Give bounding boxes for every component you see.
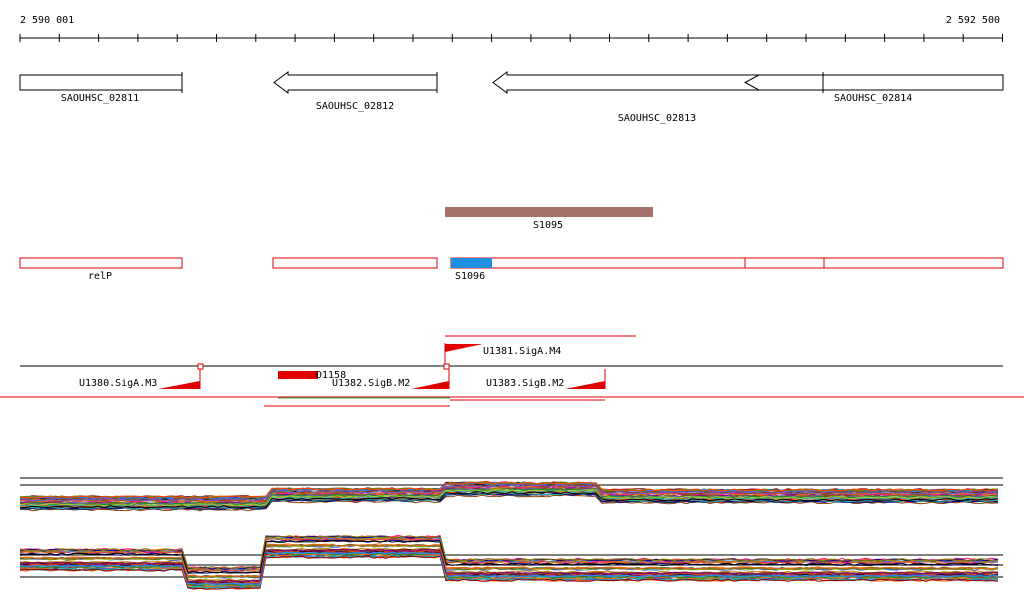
gene-track: SAOUHSC_02811 SAOUHSC_02812 SAOUHSC_0281…: [19, 71, 1004, 124]
expression-profile-line: [19, 484, 999, 502]
expression-profile-line: [19, 553, 999, 588]
expression-profile-line: [19, 548, 998, 583]
ruler-start-label: 2 590 001: [20, 15, 74, 26]
expression-profile-line: [19, 488, 999, 507]
gene-label-saouhsc-02811: SAOUHSC_02811: [61, 93, 139, 104]
expression-profile-line: [19, 539, 999, 574]
gene-label-saouhsc-02814: SAOUHSC_02814: [834, 93, 912, 104]
promoter-triangle[interactable]: [411, 381, 449, 389]
ruler-end-label: 2 592 500: [946, 15, 1000, 26]
segment-box[interactable]: [450, 257, 1004, 269]
gene-label-saouhsc-02813: SAOUHSC_02813: [618, 113, 696, 124]
expression-profile-line: [19, 488, 999, 506]
promoter-label-u1382: U1382.SigB.M2: [332, 378, 410, 389]
segment-box[interactable]: [272, 257, 438, 269]
promoter-label-u1383: U1383.SigB.M2: [486, 378, 564, 389]
promoter-label-u1381: U1381.SigA.M4: [483, 346, 561, 357]
segment-label-s1096: S1096: [455, 271, 485, 282]
expression-profile-line: [19, 491, 999, 509]
promoter-triangle[interactable]: [565, 381, 605, 389]
gene-arrow-saouhsc-02812[interactable]: [273, 71, 438, 94]
expression-profile-line: [19, 481, 999, 499]
expression-profile-line: [19, 551, 999, 586]
s1095-bar[interactable]: [445, 207, 653, 217]
gene-arrow-inner-tip: [743, 74, 823, 91]
ruler-ticks: [19, 34, 1003, 42]
segment-s1096[interactable]: [451, 258, 492, 268]
promoter-label-u1380: U1380.SigA.M3: [79, 378, 157, 389]
gene-arrow-saouhsc-02811[interactable]: [19, 74, 183, 91]
feature-d1158-label: D1158: [316, 370, 346, 381]
expression-profile-line: [19, 543, 999, 578]
expression-profile-line: [19, 535, 999, 569]
segment-relp[interactable]: [19, 257, 183, 269]
expression-track-lower: [19, 534, 1003, 590]
expression-profile-line: [19, 485, 999, 503]
promoter-triangle[interactable]: [158, 381, 200, 389]
expression-track-upper: [19, 477, 1003, 512]
promoter-marker[interactable]: [443, 363, 450, 370]
feature-s1095[interactable]: S1095: [445, 207, 653, 231]
promoter-triangle[interactable]: [445, 344, 483, 352]
segment-track: relP S1096: [19, 257, 1004, 282]
s1095-label: S1095: [533, 220, 563, 231]
promoter-track: U1381.SigA.M4 U1380.SigA.M3 D1158 U1382.…: [0, 335, 1024, 407]
segment-label-relp: relP: [88, 271, 112, 282]
promoter-marker[interactable]: [197, 363, 204, 370]
gene-arrow-saouhsc-02814[interactable]: [822, 74, 1004, 91]
feature-d1158-bar[interactable]: [278, 371, 318, 379]
coordinate-ruler: 2 590 001 2 592 500: [19, 15, 1003, 42]
gene-label-saouhsc-02812: SAOUHSC_02812: [316, 101, 394, 112]
